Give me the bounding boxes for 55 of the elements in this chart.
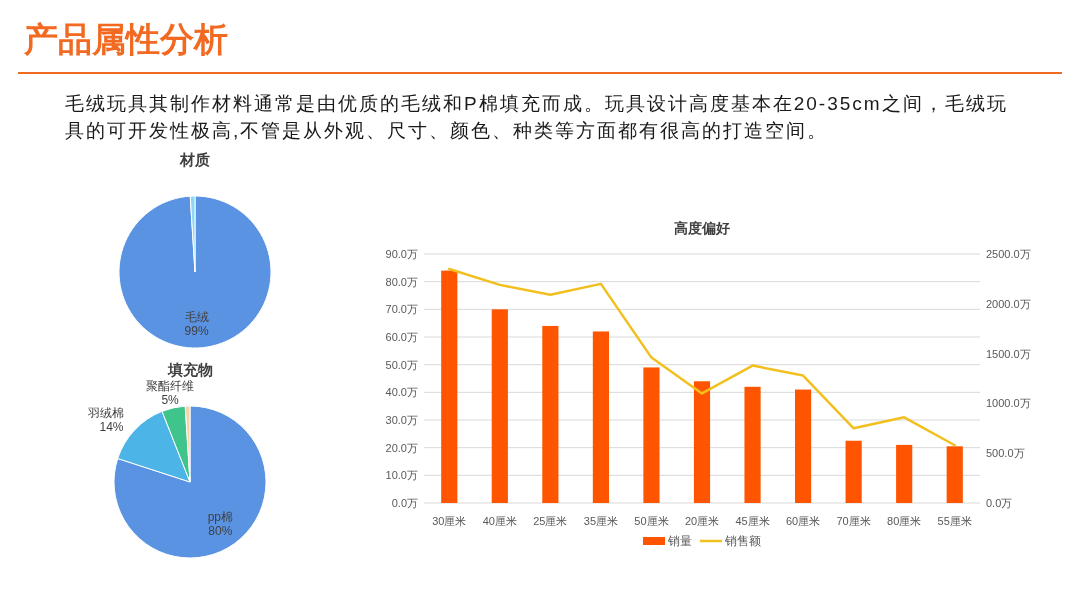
slice-label: 毛绒 <box>184 309 209 324</box>
x-tick-label: 60厘米 <box>785 515 821 527</box>
y-tick-label: 30.0万 <box>385 414 418 426</box>
bar <box>441 270 458 503</box>
chart-title: 高度偏好 <box>674 220 730 236</box>
text: 毛绒玩具其制作材料通常是由优质的毛绒和P棉填充而成。玩具设计高度基本在20-35cm之间，毛绒玩具的可开发性极高,不管是从外观、尺寸、颜色、种类等方面都有很高的打造空间。 <box>65 92 1009 143</box>
y-tick-label: 10.0万 <box>385 469 418 482</box>
slice-label: pp棉 <box>207 509 234 524</box>
bar <box>795 389 812 503</box>
x-tick-label: 40厘米 <box>482 515 517 527</box>
x-tick-label: 55厘米 <box>937 515 972 527</box>
bar <box>491 309 508 503</box>
text: 产品属性分析 <box>24 19 228 60</box>
y-tick-label: 80.0万 <box>385 275 418 288</box>
y2-tick-label: 2000.0万 <box>986 297 1031 310</box>
y-tick-label: 20.0万 <box>385 441 418 454</box>
x-tick-label: 70厘米 <box>836 515 871 527</box>
legend-label: 销量 <box>667 534 692 548</box>
y2-tick-label: 500.0万 <box>986 447 1025 460</box>
pie-slice <box>118 195 272 349</box>
data-label: 5% <box>161 393 180 407</box>
line-series <box>448 267 956 447</box>
x-tick-label: 30厘米 <box>432 515 467 527</box>
chart-title: 填充物 <box>166 361 213 378</box>
y-tick-label: 0.0万 <box>391 497 418 509</box>
x-tick-label: 80厘米 <box>887 515 922 527</box>
bar <box>693 381 711 503</box>
y2-tick-label: 1500.0万 <box>986 347 1031 360</box>
chart-title: 材质 <box>179 151 210 168</box>
bar <box>845 440 862 503</box>
data-label: 14% <box>99 419 124 434</box>
data-label: 99% <box>184 323 209 338</box>
y-tick-label: 50.0万 <box>385 358 418 371</box>
legend-label: 销售额 <box>724 534 761 548</box>
data-label: 80% <box>208 523 233 538</box>
bar <box>744 386 761 503</box>
x-tick-label: 45厘米 <box>735 515 770 527</box>
x-tick-label: 20厘米 <box>684 515 720 527</box>
y-tick-label: 90.0万 <box>385 248 418 260</box>
bar <box>592 331 609 503</box>
x-tick-label: 50厘米 <box>634 515 669 527</box>
bar <box>542 325 559 503</box>
y-tick-label: 60.0万 <box>385 331 418 343</box>
slice-label: 羽绒棉 <box>86 405 124 420</box>
y-tick-label: 70.0万 <box>385 303 418 316</box>
bar <box>896 444 913 503</box>
bar <box>946 446 963 503</box>
y2-tick-label: 2500.0万 <box>986 248 1031 260</box>
y-tick-label: 40.0万 <box>385 386 418 399</box>
y2-tick-label: 1000.0万 <box>986 397 1031 410</box>
x-tick-label: 35厘米 <box>583 515 619 527</box>
y2-tick-label: 0.0万 <box>986 497 1013 509</box>
slice-label: 聚酯纤维 <box>146 379 195 393</box>
bar <box>643 367 660 503</box>
x-tick-label: 25厘米 <box>533 515 568 527</box>
